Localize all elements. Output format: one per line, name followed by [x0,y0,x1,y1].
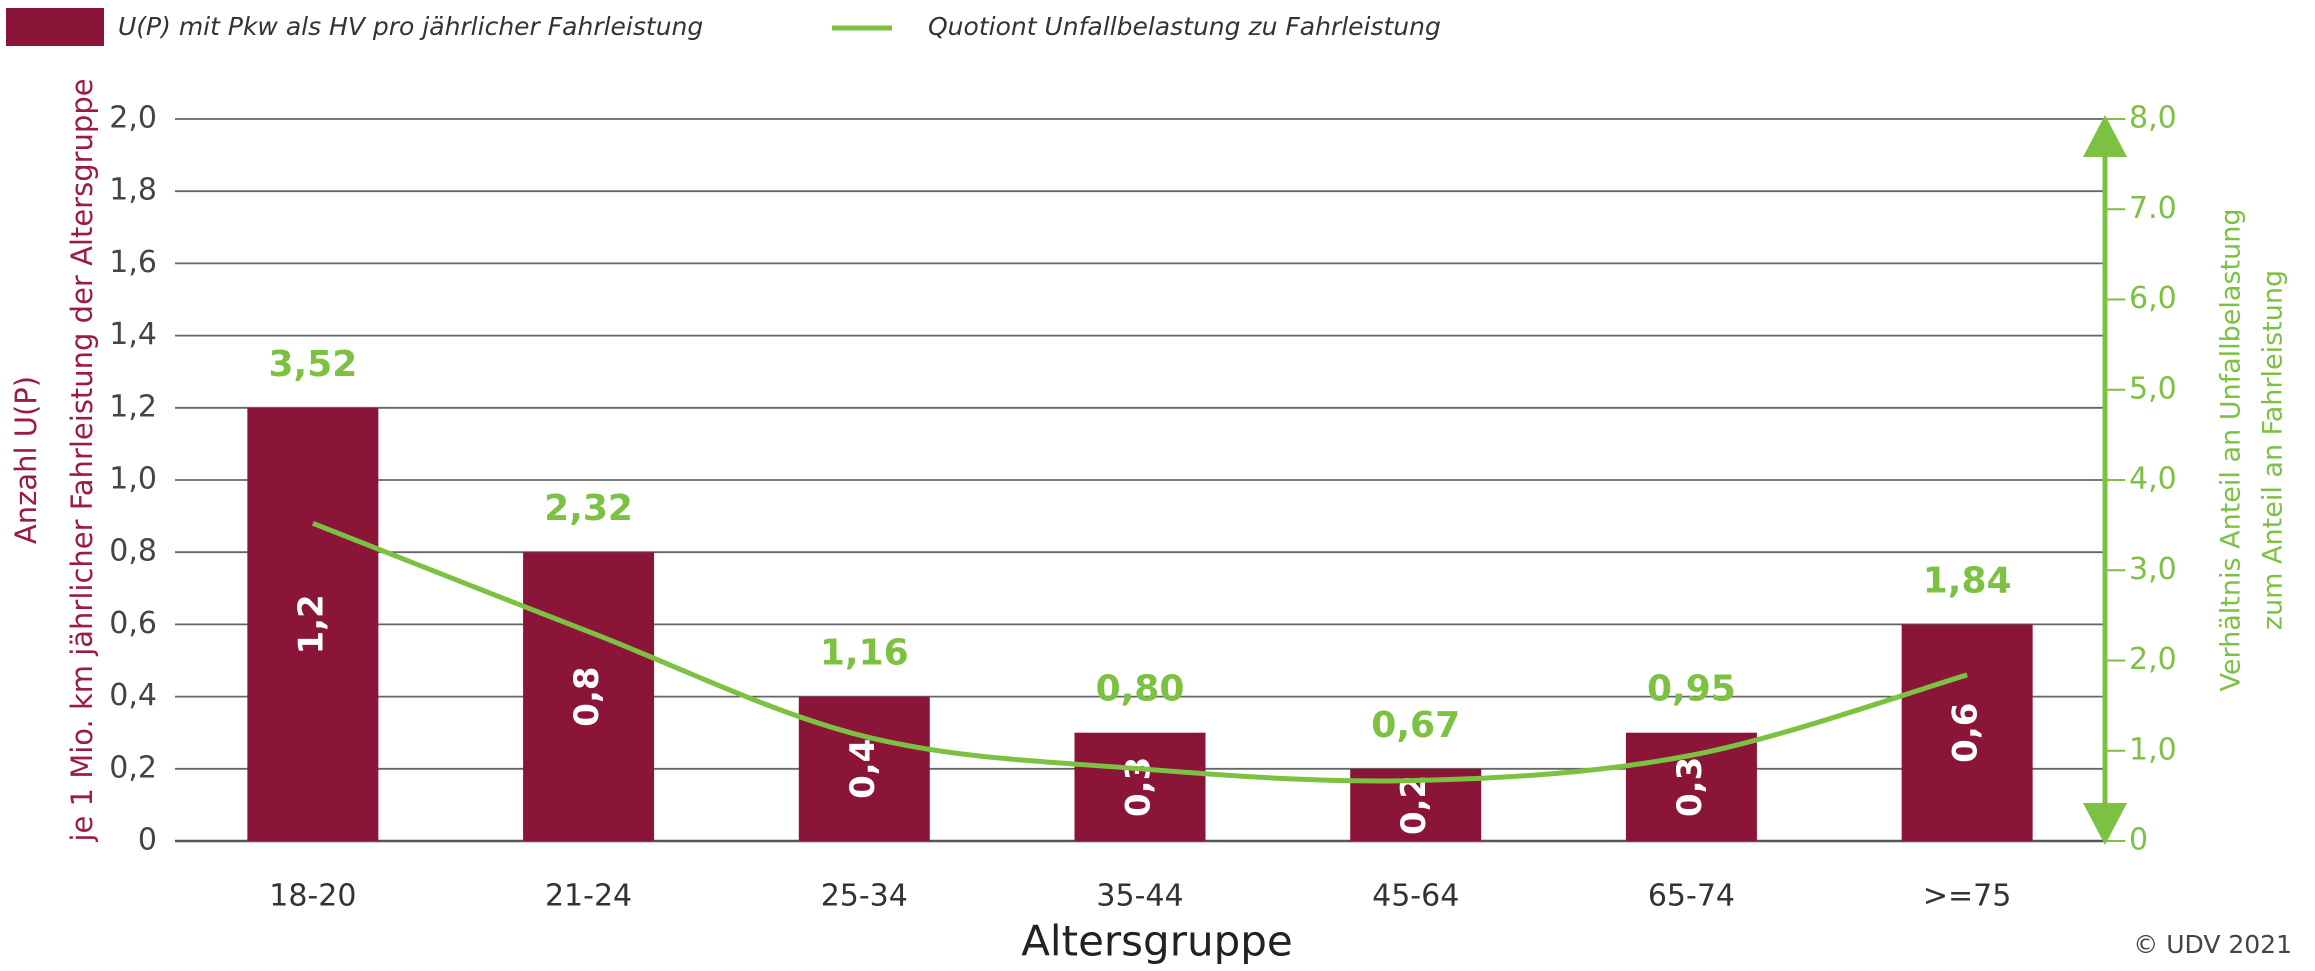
y2-tick-label: 7.0 [2129,191,2177,226]
y-tick-label: 0,8 [109,534,157,569]
y2-tick-label: 2,0 [2129,642,2177,677]
line [311,520,1968,784]
y2-axis-arrow-bottom [2083,803,2127,845]
y-tick-label: 0,2 [109,750,157,785]
legend-swatch [6,8,104,46]
line-value-label: 0,95 [1647,669,1736,710]
legend-label: U(P) mit Pkw als HV pro jährlicher Fahrl… [118,12,703,41]
y-tick-label: 1,6 [109,245,157,280]
bar [1625,732,1757,841]
y2-axis-arrow-top [2083,115,2127,157]
legend-label: Quotiont Unfallbelastung zu Fahrleistung [928,12,1441,41]
line-value-label: 2,32 [544,488,633,529]
y2-tick-label: 8,0 [2129,101,2177,136]
line-value-label: 1,84 [1923,560,2012,601]
y-tick-label: 1,0 [109,462,157,497]
x-tick-label: >=75 [1923,879,2011,914]
bar [247,407,379,841]
bar-value-label: 0,2 [1394,775,1434,835]
bar-value-label: 0,3 [1670,757,1710,817]
y2-axis-title: zum Anteil an Fahrleistung [2258,270,2289,630]
y2-tick-label: 1,0 [2129,732,2177,767]
y2-axis-title: Verhältnis Anteil an Unfallbelastung [2216,209,2247,692]
line-value-label: 1,16 [820,633,909,674]
y-tick-label: 1,4 [109,317,157,352]
source: © UDV 2021 [2133,930,2292,959]
y-tick-label: 2,0 [109,101,157,136]
bar-value-label: 0,8 [567,666,607,726]
bar-value-label: 0,4 [843,739,883,799]
y-tick-label: 0 [138,823,157,858]
y2-tick-label: 5,0 [2129,371,2177,406]
y2-tick-label: 4,0 [2129,462,2177,497]
bar [1074,732,1206,841]
y-axis-title: je 1 Mio. km jährlicher Fahrleistung der… [65,78,99,842]
x-axis-title: Altersgruppe [1021,917,1293,966]
y2-tick-label: 3,0 [2129,552,2177,587]
x-tick-label: 18-20 [269,879,356,914]
bar [798,696,930,841]
bar-value-label: 0,6 [1946,703,1986,763]
x-tick-label: 25-34 [821,879,908,914]
bar-value-label: 1,2 [291,594,331,654]
bar [1901,624,2033,841]
y-tick-label: 0,4 [109,678,157,713]
x-tick-label: 35-44 [1096,879,1183,914]
x-tick-label: 21-24 [545,879,632,914]
y2-tick-label: 0 [2129,823,2148,858]
bar [523,552,655,841]
x-tick-label: 65-74 [1648,879,1735,914]
y-axis-title: Anzahl U(P) [9,376,43,544]
line-value-label: 0,80 [1096,669,1185,710]
y-tick-label: 1,8 [109,173,157,208]
y2-tick-label: 6,0 [2129,281,2177,316]
y-tick-label: 0,6 [109,606,157,641]
line-value-label: 3,52 [268,344,357,385]
y-tick-label: 1,2 [109,389,157,424]
x-tick-label: 45-64 [1372,879,1459,914]
line-value-label: 0,67 [1371,705,1460,746]
